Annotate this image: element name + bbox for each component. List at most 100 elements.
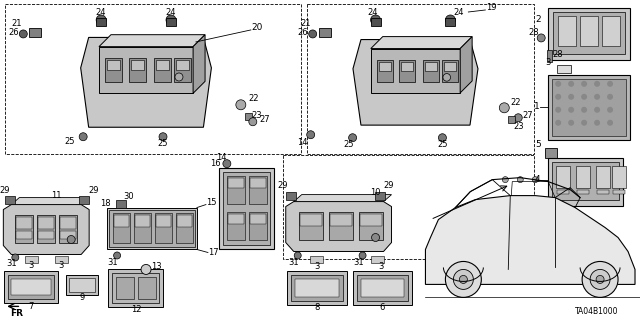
Bar — [135, 215, 150, 226]
Circle shape — [114, 252, 120, 259]
Circle shape — [175, 73, 183, 81]
Bar — [112, 273, 159, 303]
Polygon shape — [460, 37, 472, 93]
Circle shape — [445, 262, 481, 297]
Text: 25: 25 — [344, 140, 354, 149]
Text: 31: 31 — [353, 258, 364, 267]
Bar — [556, 166, 570, 188]
Bar — [442, 60, 458, 82]
Bar — [596, 166, 610, 188]
Bar — [557, 65, 571, 73]
Bar — [176, 212, 193, 242]
Bar — [548, 158, 623, 205]
Bar — [424, 62, 436, 70]
Bar — [156, 215, 171, 226]
Circle shape — [499, 103, 509, 113]
Text: 21: 21 — [11, 19, 22, 28]
Circle shape — [308, 30, 317, 38]
Text: 13: 13 — [150, 262, 161, 271]
Polygon shape — [3, 204, 89, 255]
Circle shape — [581, 107, 587, 113]
Bar — [445, 18, 456, 26]
Circle shape — [502, 177, 508, 182]
Circle shape — [372, 234, 380, 241]
Circle shape — [568, 120, 574, 126]
Bar — [227, 211, 245, 240]
Polygon shape — [426, 196, 635, 285]
Bar — [131, 60, 144, 70]
Bar — [223, 172, 270, 246]
Circle shape — [159, 133, 167, 141]
Bar — [580, 16, 598, 46]
Circle shape — [582, 262, 618, 297]
Text: 29: 29 — [88, 186, 99, 195]
Text: 10: 10 — [371, 188, 381, 197]
Bar — [287, 271, 347, 305]
Bar — [107, 60, 120, 70]
Text: 3: 3 — [545, 58, 551, 67]
Bar — [602, 16, 620, 46]
Text: 12: 12 — [131, 305, 141, 314]
Bar — [12, 279, 51, 295]
Polygon shape — [371, 48, 460, 93]
Text: 31: 31 — [6, 259, 17, 268]
Bar — [108, 270, 163, 308]
Text: 19: 19 — [486, 4, 497, 12]
Bar — [66, 275, 98, 295]
Bar — [547, 50, 552, 62]
Text: 9: 9 — [79, 293, 84, 302]
Circle shape — [594, 107, 600, 113]
Bar — [116, 278, 134, 299]
Circle shape — [568, 81, 574, 87]
Bar — [329, 211, 353, 240]
Circle shape — [515, 114, 522, 122]
Bar — [371, 256, 383, 263]
Circle shape — [555, 120, 561, 126]
Bar — [219, 168, 274, 249]
Circle shape — [460, 275, 467, 283]
Text: 20: 20 — [251, 24, 262, 33]
Text: 14: 14 — [298, 138, 308, 147]
Bar — [5, 196, 15, 204]
Text: 11: 11 — [51, 191, 61, 200]
Circle shape — [594, 94, 600, 100]
Bar — [177, 215, 192, 226]
Text: 6: 6 — [380, 303, 385, 312]
Circle shape — [607, 81, 613, 87]
Bar — [310, 256, 323, 263]
Polygon shape — [99, 35, 205, 47]
Text: 26: 26 — [8, 28, 19, 37]
Text: 24: 24 — [453, 9, 463, 18]
Text: 14: 14 — [216, 153, 226, 162]
Circle shape — [307, 131, 315, 139]
Circle shape — [517, 177, 524, 182]
Bar — [353, 271, 412, 305]
Bar — [228, 213, 244, 224]
Bar — [55, 256, 68, 263]
Bar — [330, 213, 351, 226]
Bar — [283, 155, 534, 259]
Bar — [16, 231, 32, 239]
Circle shape — [596, 275, 604, 283]
Circle shape — [12, 254, 19, 261]
Bar — [174, 58, 191, 82]
Bar — [26, 256, 38, 263]
Bar — [116, 200, 126, 208]
Bar — [558, 16, 576, 46]
Bar — [597, 189, 609, 194]
Circle shape — [607, 107, 613, 113]
Circle shape — [79, 133, 87, 141]
Bar — [285, 192, 296, 200]
Circle shape — [443, 74, 451, 81]
Bar — [96, 18, 106, 26]
Polygon shape — [294, 195, 392, 202]
Bar — [545, 148, 557, 158]
Circle shape — [607, 94, 613, 100]
Text: 3: 3 — [314, 262, 319, 271]
Bar — [356, 275, 408, 301]
Text: 2: 2 — [536, 15, 541, 25]
Text: 31: 31 — [108, 258, 118, 267]
Bar — [8, 275, 54, 299]
Circle shape — [555, 94, 561, 100]
Text: 30: 30 — [124, 192, 134, 201]
